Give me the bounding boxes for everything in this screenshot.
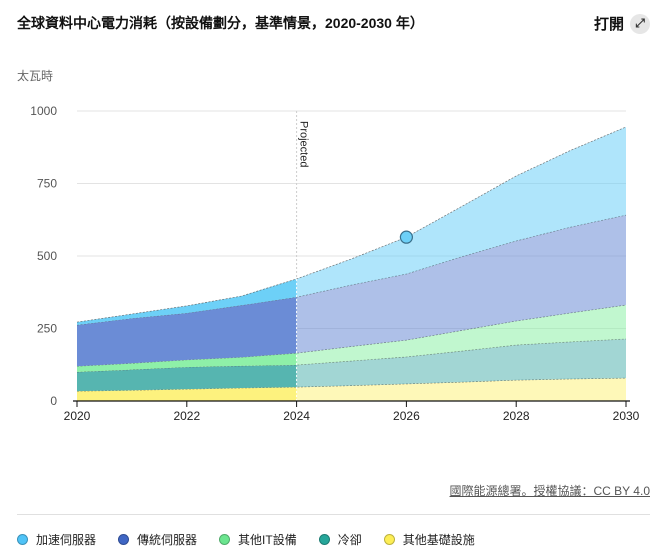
- highlight-point: [399, 230, 413, 244]
- area-冷卻-actual: [77, 365, 297, 392]
- area-加速伺服器-actual: [77, 278, 297, 326]
- area-其他IT設備-projected: [296, 305, 626, 366]
- legend-label: 傳統伺服器: [137, 533, 198, 547]
- area-其他IT設備-actual: [77, 353, 297, 372]
- area-chart: 0 250 500 750 1000 Projected 2020 2022 2024 2026 2…: [30, 104, 640, 423]
- chart-title: 全球資料中心電力消耗（按設備劃分，基準情景，2020-2030 年）: [17, 15, 424, 31]
- x-tick-label: 2020: [64, 409, 91, 423]
- y-tick-label: 250: [37, 322, 57, 336]
- expand-icon: ⤢: [630, 13, 650, 34]
- line-加速伺服器: [76, 126, 627, 323]
- legend-item[interactable]: 傳統伺服器: [118, 531, 197, 548]
- area-傳統伺服器-projected: [296, 215, 626, 354]
- area-傳統伺服器-actual: [77, 297, 297, 367]
- legend-item[interactable]: 其他基礎設施: [383, 531, 475, 548]
- y-tick-label: 0: [50, 394, 57, 408]
- legend-label: 其他基礎設施: [402, 533, 475, 547]
- legend-dot-icon: [17, 534, 28, 545]
- legend-dot-icon: [219, 534, 231, 545]
- divider: [17, 514, 650, 515]
- legend: 加速伺服器 傳統伺服器 其他IT設備 冷卻 其他基礎設施: [17, 531, 475, 548]
- legend-item[interactable]: 冷卻: [318, 531, 362, 548]
- x-tick-label: 2026: [393, 409, 420, 423]
- x-tick-label: 2022: [173, 409, 200, 423]
- annotation-label: Projected: [298, 121, 310, 167]
- x-tick-label: 2024: [283, 409, 310, 423]
- open-label: 打開: [593, 16, 624, 33]
- legend-item[interactable]: 加速伺服器: [17, 531, 96, 548]
- legend-label: 加速伺服器: [36, 533, 97, 547]
- open-button[interactable]: 打開 ⤢: [594, 13, 650, 34]
- legend-dot-icon: [118, 534, 130, 545]
- legend-dot-icon: [318, 534, 330, 545]
- source-link[interactable]: 國際能源總署。授權協議：CC BY 4.0: [449, 484, 650, 498]
- legend-label: 冷卻: [337, 533, 362, 547]
- area-其他基礎設施-projected: [296, 378, 626, 401]
- y-tick-label: 1000: [30, 104, 57, 118]
- line-其他IT設備: [76, 304, 627, 367]
- legend-label: 其他IT設備: [238, 533, 297, 547]
- x-tick-label: 2028: [503, 409, 530, 423]
- area-冷卻-projected: [296, 338, 626, 388]
- y-axis-label: 太瓦時: [17, 69, 54, 83]
- y-tick-label: 500: [37, 249, 57, 263]
- legend-item[interactable]: 其他IT設備: [219, 531, 297, 548]
- x-tick-label: 2030: [613, 409, 640, 423]
- y-tick-label: 750: [37, 177, 57, 191]
- area-其他基礎設施-actual: [77, 387, 297, 401]
- legend-dot-icon: [383, 534, 395, 545]
- area-加速伺服器-projected: [296, 126, 626, 298]
